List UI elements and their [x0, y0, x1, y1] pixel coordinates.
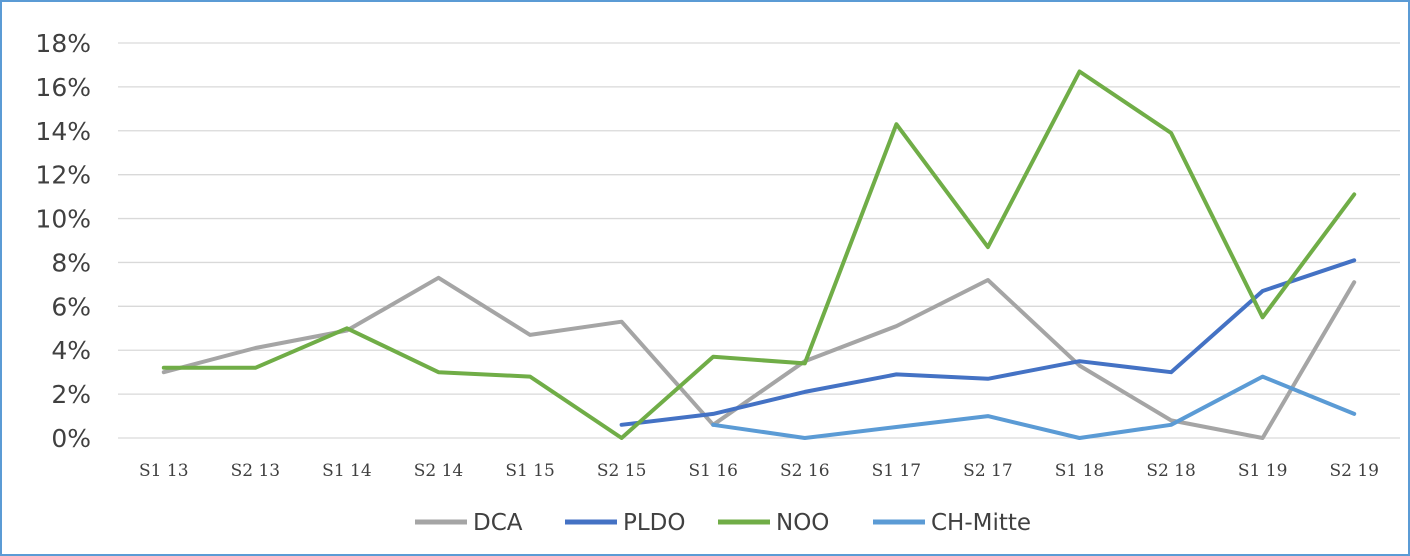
y-tick-label: 18%: [35, 29, 91, 58]
legend-item: PLDO: [565, 510, 686, 536]
series-lines: [161, 69, 1357, 440]
y-tick-label: 2%: [51, 380, 91, 409]
legend-label: DCA: [473, 510, 523, 536]
series-line-dca: [161, 275, 1357, 440]
x-tick-label: S2 15: [597, 461, 647, 481]
legend-item: NOO: [718, 510, 829, 536]
gridlines: [118, 42, 1400, 439]
x-tick-label: S1 16: [688, 461, 738, 481]
x-tick-label: S1 14: [322, 461, 372, 481]
y-tick-label: 0%: [51, 424, 91, 453]
y-tick-label: 10%: [35, 205, 91, 234]
x-tick-label: S1 15: [505, 461, 555, 481]
x-tick-label: S1 13: [139, 461, 189, 481]
legend-label: CH-Mitte: [931, 510, 1031, 536]
x-tick-label: S2 16: [780, 461, 830, 481]
legend-item: DCA: [415, 510, 523, 536]
x-tick-label: S1 17: [872, 461, 922, 481]
y-tick-label: 12%: [35, 161, 91, 190]
legend-label: NOO: [776, 510, 829, 536]
x-tick-label: S2 14: [414, 461, 464, 481]
y-tick-label: 6%: [51, 292, 91, 321]
legend-item: CH-Mitte: [873, 510, 1031, 536]
x-tick-label: S2 17: [963, 461, 1013, 481]
y-tick-label: 16%: [35, 73, 91, 102]
y-tick-label: 14%: [35, 117, 91, 146]
x-tick-label: S2 18: [1146, 461, 1196, 481]
series-line-pldo: [619, 258, 1357, 427]
x-tick-label: S2 19: [1329, 461, 1379, 481]
legend-label: PLDO: [623, 510, 686, 536]
x-tick-label: S1 19: [1238, 461, 1288, 481]
legend: DCA PLDO NOO CH-Mitte: [415, 510, 1031, 536]
y-tick-label: 4%: [51, 336, 91, 365]
x-tick-label: S1 18: [1055, 461, 1105, 481]
x-tick-label: S2 13: [231, 461, 281, 481]
y-axis-tick-labels: 0% 2% 4% 6% 8% 10% 12% 14% 16% 18%: [35, 29, 91, 453]
x-axis-tick-labels: S1 13 S2 13 S1 14 S2 14 S1 15 S2 15 S1 16 S2 16…: [139, 461, 1379, 481]
series-line-ch-mitte: [711, 374, 1357, 440]
y-tick-label: 8%: [51, 248, 91, 277]
series-line-noo: [161, 69, 1357, 440]
